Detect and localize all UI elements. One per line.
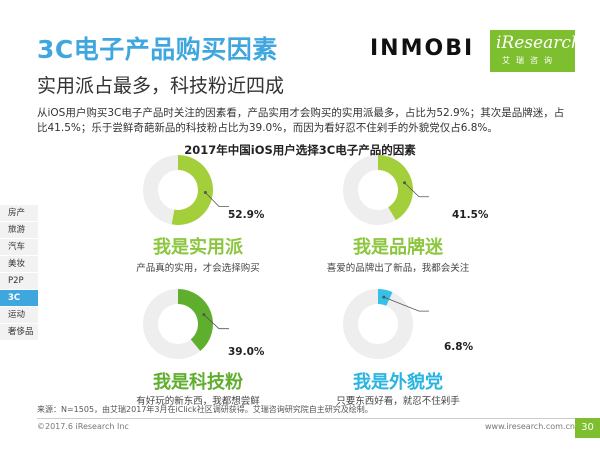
- description-text: 从iOS用户购买3C电子产品时关注的因素看，产品实用才会购买的实用派最多，占比为…: [37, 107, 565, 134]
- donut-slice: [171, 155, 213, 225]
- donut-slice: [178, 289, 213, 351]
- page-subtitle: 实用派占最多，科技粉近四成: [37, 75, 285, 97]
- series-name: 我是品牌迷: [353, 237, 443, 258]
- page-number: 30: [575, 418, 600, 438]
- leader-line: [203, 314, 229, 330]
- leader-dot: [203, 191, 207, 195]
- side-nav-item[interactable]: 运动: [0, 307, 38, 323]
- iresearch-logo-cn: 艾瑞咨询: [502, 56, 558, 65]
- data-label: 52.9%: [228, 209, 265, 221]
- copyright: ©2017.6 iResearch Inc: [37, 422, 129, 431]
- leader-dot: [202, 313, 206, 317]
- leader-dot: [382, 295, 386, 299]
- page-title: 3C电子产品购买因素: [37, 35, 278, 64]
- side-nav-item[interactable]: 美妆: [0, 256, 38, 272]
- site-link[interactable]: www.iresearch.com.cn: [485, 422, 575, 431]
- iresearch-logo-name: iResearch: [496, 33, 582, 53]
- donut-remainder: [342, 289, 413, 359]
- series-note: 有好玩的新东西，我都想尝鲜: [136, 396, 260, 407]
- side-nav-item[interactable]: 奢侈品: [0, 324, 38, 340]
- series-name: 我是科技粉: [153, 372, 243, 393]
- series-note: 产品真的实用，才会选择购买: [136, 263, 260, 274]
- series-note: 只要东西好看，就忍不住剁手: [336, 396, 460, 407]
- side-nav-item[interactable]: 房产: [0, 205, 38, 221]
- leader-line: [404, 182, 429, 198]
- series-name: 我是实用派: [153, 237, 243, 258]
- donut-remainder: [143, 155, 178, 225]
- data-label: 41.5%: [452, 209, 489, 221]
- side-nav: 房产 旅游 汽车 美妆 P2P 3C 运动 奢侈品: [0, 205, 38, 341]
- series-note: 喜爱的品牌出了新品，我都会关注: [326, 263, 470, 274]
- footer-divider: [37, 418, 577, 419]
- donut-slice: [378, 155, 413, 221]
- side-nav-item-active[interactable]: 3C: [0, 290, 38, 306]
- data-label: 6.8%: [444, 341, 474, 353]
- leader-line: [205, 192, 229, 207]
- data-label: 39.0%: [228, 346, 265, 358]
- source-note: 来源：N=1505，由艾瑞2017年3月在iClick社区调研获得。艾瑞咨询研究…: [37, 405, 373, 414]
- side-nav-item[interactable]: 旅游: [0, 222, 38, 238]
- inmobi-logo: INMOBI: [370, 36, 475, 61]
- donut-remainder: [343, 155, 396, 225]
- series-name: 我是外貌党: [353, 372, 443, 393]
- leader-line: [383, 296, 429, 312]
- side-nav-item[interactable]: 汽车: [0, 239, 38, 255]
- donut-remainder: [142, 289, 201, 359]
- iresearch-logo: iResearch 艾瑞咨询: [490, 30, 582, 72]
- chart-title: 2017年中国iOS用户选择3C电子产品的因素: [184, 143, 416, 157]
- leader-dot: [403, 181, 407, 185]
- side-nav-item[interactable]: P2P: [0, 273, 38, 289]
